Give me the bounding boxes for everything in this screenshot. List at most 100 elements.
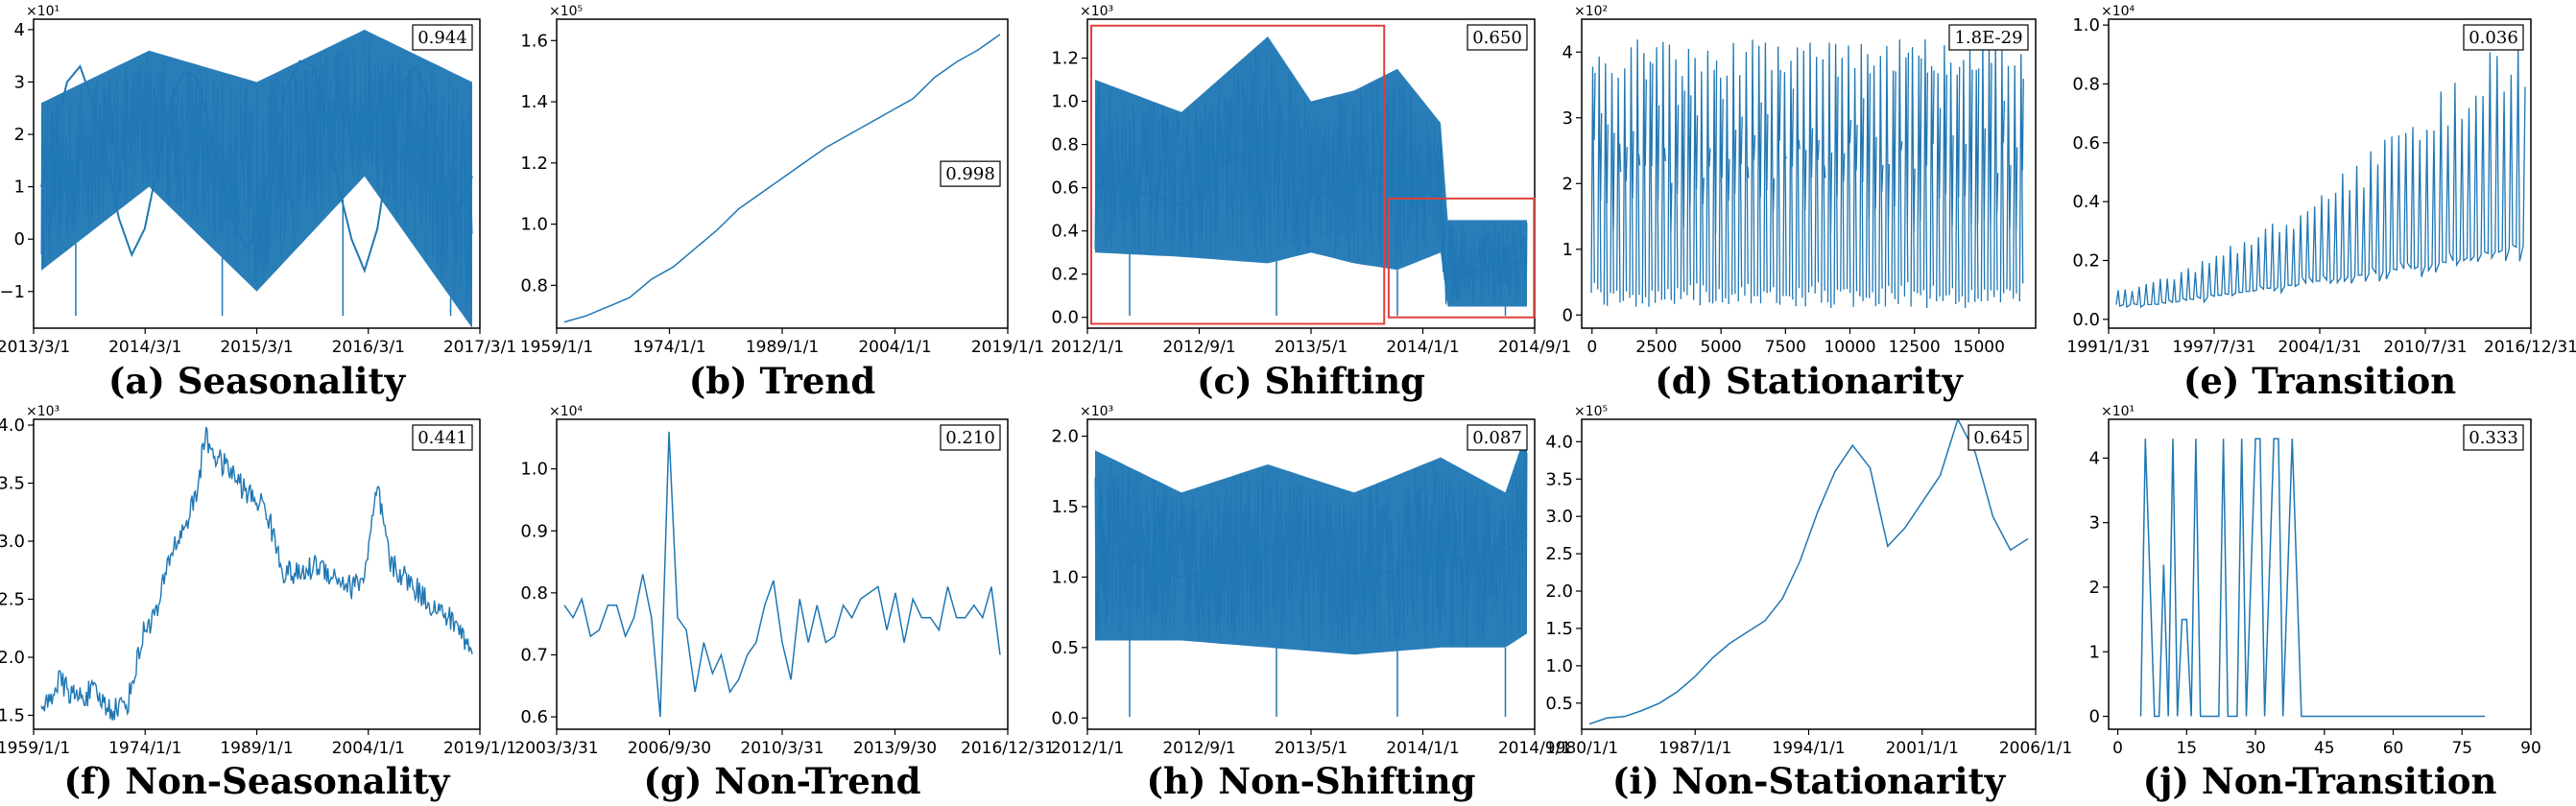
x-tick-label: 5000 xyxy=(1700,338,1741,357)
x-tick-label: 2014/3/1 xyxy=(108,338,181,357)
x-tick-label: 2006/9/30 xyxy=(628,739,711,758)
value-badge xyxy=(412,424,473,451)
y-tick-label: 0.8 xyxy=(2072,74,2100,94)
x-tick-label: 0 xyxy=(2112,739,2123,758)
y-tick-label: 0.6 xyxy=(2072,133,2100,154)
y-tick-label: 3.0 xyxy=(1545,507,1573,527)
value-badge-text: 0.944 xyxy=(417,28,467,48)
series-line xyxy=(1094,49,1528,307)
series-group xyxy=(40,29,473,327)
plot-frame xyxy=(2108,418,2532,730)
series-line xyxy=(1588,420,2029,725)
y-tick-label: 3 xyxy=(1562,108,1573,129)
y-tick-label: 1 xyxy=(1562,240,1573,260)
x-tick-label: 2006/1/1 xyxy=(1999,739,2072,758)
x-tick-label: 2003/3/31 xyxy=(514,739,598,758)
x-tick-label: 10000 xyxy=(1824,338,1875,357)
y-tick-label: 1.0 xyxy=(1051,92,1079,112)
plot-frame xyxy=(1581,418,2037,730)
y-tick-label: 0.0 xyxy=(1051,308,1079,328)
value-badge-text: 0.087 xyxy=(1472,428,1522,448)
x-tick-label: 1959/1/1 xyxy=(520,338,593,357)
plot-frame xyxy=(1581,18,2037,329)
y-tick-label: 1.0 xyxy=(520,460,548,480)
x-tick-label: 2013/5/1 xyxy=(1275,338,1348,357)
plot-frame xyxy=(556,418,1009,730)
series-group xyxy=(563,34,1001,323)
chart-caption: (c) Shifting xyxy=(1197,360,1425,402)
x-tick-label: 2004/1/31 xyxy=(2278,338,2361,357)
y-tick-label: 1.2 xyxy=(1051,49,1079,69)
axis-multiplier: ×10⁴ xyxy=(2101,4,2135,19)
value-badge-text: 0.333 xyxy=(2469,428,2518,448)
y-tick-label: 3.5 xyxy=(1545,469,1573,489)
y-tick-label: 3.0 xyxy=(0,532,25,552)
chart-caption: (h) Non-Shifting xyxy=(1146,760,1475,802)
x-tick-label: 2015/3/1 xyxy=(220,338,293,357)
y-tick-label: 3 xyxy=(14,72,25,92)
y-tick-label: 0.0 xyxy=(1051,708,1079,728)
y-tick-label: 1.6 xyxy=(520,31,548,51)
value-badge xyxy=(1968,424,2029,451)
x-tick-label: 2019/1/1 xyxy=(443,739,516,758)
x-tick-label: 0 xyxy=(1586,338,1597,357)
series-line xyxy=(40,426,473,721)
x-tick-label: 2500 xyxy=(1635,338,1677,357)
chart-caption: (a) Seasonality xyxy=(108,360,407,402)
y-tick-label: 1.5 xyxy=(1051,497,1079,517)
axis-multiplier: ×10³ xyxy=(26,404,60,419)
chart-j: 0 1 2 3 4 ×10¹ 0 15 30 45 60 75 90 0.333 (j) Non-Trans… xyxy=(2089,404,2541,802)
y-tick-label: 0.4 xyxy=(2072,192,2100,212)
series-line xyxy=(1094,437,1528,652)
y-tick-label: 3.5 xyxy=(0,474,25,494)
y-tick-label: 2.5 xyxy=(0,590,25,610)
y-tick-label: −1 xyxy=(0,282,25,302)
y-tick-label: 2.0 xyxy=(1051,427,1079,447)
chart-caption: (e) Transition xyxy=(2183,360,2456,402)
x-tick-label: 2012/9/1 xyxy=(1162,338,1235,357)
y-tick-label: 1.5 xyxy=(1545,619,1573,639)
chart-caption: (d) Stationarity xyxy=(1655,360,1964,402)
value-badge-text: 0.998 xyxy=(945,164,995,184)
y-tick-label: 4.0 xyxy=(1545,432,1573,452)
x-tick-label: 2012/1/1 xyxy=(1051,338,1124,357)
y-tick-label: 2.5 xyxy=(1545,544,1573,564)
x-tick-label: 1994/1/1 xyxy=(1772,739,1845,758)
series-group xyxy=(2139,438,2486,718)
series-line xyxy=(563,431,1001,718)
x-tick-label: 1974/1/1 xyxy=(108,739,181,758)
chart-c: 0.0 0.2 0.4 0.6 0.8 1.0 1.2 ×10³ 2012/1/1 2012/9/… xyxy=(1051,4,1571,402)
x-tick-label: 7500 xyxy=(1765,338,1806,357)
x-tick-label: 2014/1/1 xyxy=(1386,739,1459,758)
x-tick-label: 12500 xyxy=(1889,338,1941,357)
series-line xyxy=(1590,39,2024,309)
y-tick-label: 1.2 xyxy=(520,154,548,174)
x-tick-label: 75 xyxy=(2451,739,2472,758)
chart-caption: (j) Non-Transition xyxy=(2143,760,2497,802)
x-tick-label: 2013/9/30 xyxy=(853,739,937,758)
y-tick-label: 0.2 xyxy=(2072,250,2100,271)
y-tick-label: 0.8 xyxy=(520,583,548,604)
x-tick-label: 2010/7/31 xyxy=(2383,338,2467,357)
axis-multiplier: ×10⁴ xyxy=(549,404,584,419)
x-tick-label: 30 xyxy=(2245,739,2266,758)
chart-i: 0.5 1.0 1.5 2.0 2.5 3.0 3.5 4.0×10⁵ 1980/1/1 1987… xyxy=(1545,404,2072,802)
series-line xyxy=(563,34,1001,323)
value-badge-text: 0.441 xyxy=(417,428,467,448)
y-tick-label: 1.0 xyxy=(1051,567,1079,587)
value-badge xyxy=(940,160,1001,187)
y-tick-label: 3 xyxy=(2089,513,2100,533)
axis-multiplier: ×10³ xyxy=(1080,4,1113,19)
series-mean xyxy=(1094,143,1528,280)
y-tick-label: 0.5 xyxy=(1545,694,1573,714)
x-tick-label: 2010/3/31 xyxy=(740,739,823,758)
y-tick-label: 0.7 xyxy=(520,645,548,665)
y-tick-label: 2 xyxy=(2089,578,2100,598)
x-tick-label: 2014/9/1 xyxy=(1498,739,1571,758)
x-tick-label: 2016/3/1 xyxy=(332,338,405,357)
axis-multiplier: ×10⁵ xyxy=(1574,404,1608,419)
series-line xyxy=(40,36,473,306)
value-badge-text: 0.210 xyxy=(945,428,995,448)
x-tick-label: 1991/1/31 xyxy=(2066,338,2150,357)
series-group xyxy=(563,431,1001,718)
